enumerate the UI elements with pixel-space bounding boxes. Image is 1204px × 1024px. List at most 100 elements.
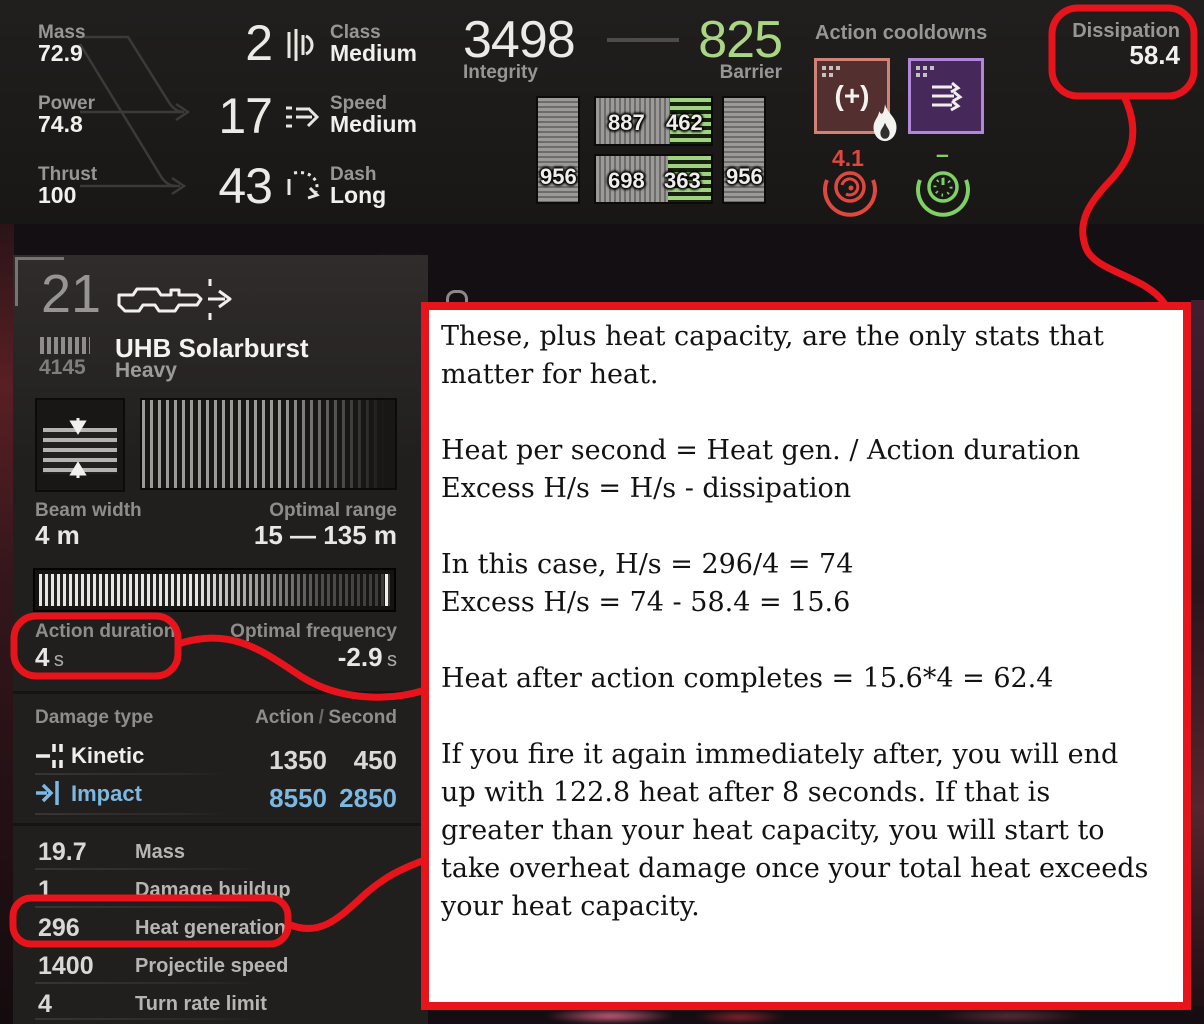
damage-header-separator: / (318, 707, 324, 728)
dash-rating: Long (330, 182, 387, 208)
annotation-paragraph: Heat after action completes = 15.6*4 = 6… (441, 663, 1054, 694)
action-slot-secondary-button[interactable] (908, 58, 984, 134)
armor-bar-left-value: 956 (540, 164, 577, 189)
duration-bar-stripes (39, 574, 390, 606)
damage-action-header: Action (255, 707, 315, 728)
damage-second-header: Second (328, 707, 397, 728)
stat-value: 1400 (38, 952, 94, 980)
row-underline (35, 1018, 260, 1020)
optimal-range-label: Optimal range (269, 500, 397, 521)
stat-value: 19.7 (38, 838, 87, 866)
weapon-slot-number: 21 (41, 264, 102, 324)
stat-label: Mass (135, 841, 186, 863)
action-duration-label: Action duration (35, 621, 176, 642)
dash-icon (287, 171, 320, 200)
panel-corner-bracket (15, 257, 64, 306)
scene-red-glow (695, 1010, 785, 1024)
top-stats-bar: Mass 72.9 Power 74.8 Thrust 100 2 Class … (0, 0, 1204, 224)
ammo-count: 4145 (39, 356, 86, 379)
class-rating: Medium (330, 40, 417, 66)
cooldown-secondary-value: – (936, 141, 949, 167)
barrier-hatch (668, 156, 711, 202)
row-underline (35, 982, 260, 984)
row-underline (35, 868, 260, 870)
class-icon (287, 29, 314, 61)
impact-second-value: 2850 (339, 783, 397, 813)
beam-width-label: Beam width (35, 500, 142, 521)
weapon-silhouette-icon (117, 279, 232, 320)
action-duration-bar (33, 568, 396, 612)
mass-label: Mass (38, 22, 86, 43)
stat-value-heat-generation: 296 (38, 914, 80, 942)
optimal-range-viz (140, 398, 397, 490)
action-cooldowns-label: Action cooldowns (815, 22, 988, 44)
occluded-ui-glyph (446, 290, 468, 305)
speed-value: 17 (218, 88, 273, 144)
armor-bar-top-green-value: 462 (666, 110, 703, 135)
armor-bar-bottom (594, 154, 713, 204)
optimal-frequency-number: -2.9 (337, 642, 383, 672)
integrity-barrier-divider (607, 38, 679, 42)
armor-bar-top (594, 96, 713, 146)
damage-type-header: Damage type (35, 707, 154, 728)
annotation-paragraph: If you fire it again immediately after, … (441, 739, 1149, 922)
optimal-frequency-unit: s (387, 649, 397, 671)
kinetic-action-value: 1350 (269, 745, 327, 775)
scene-bottom-strip (415, 1006, 1204, 1024)
stat-label: Damage buildup (135, 879, 291, 901)
kinetic-second-value: 450 (353, 745, 397, 775)
speed-rating: Medium (330, 111, 417, 137)
scene-right-sliver (1191, 300, 1204, 1024)
thrust-value: 100 (38, 182, 77, 208)
action-slot-primary-button[interactable]: (+) (814, 58, 890, 134)
stat-value: 1 (38, 876, 52, 904)
speed-icon (286, 106, 320, 128)
optimal-frequency-label: Optimal frequency (230, 621, 397, 642)
dissipation-value: 58.4 (1129, 40, 1180, 70)
impact-label: Impact (71, 781, 142, 806)
section-divider (13, 691, 428, 694)
power-label: Power (38, 93, 96, 114)
dash-label: Dash (330, 164, 377, 185)
flame-icon (873, 104, 897, 142)
stat-label: Projectile speed (135, 955, 289, 977)
beam-converge-arrows-icon (69, 418, 87, 478)
barrier-label: Barrier (719, 62, 782, 83)
barrier-hatch (670, 98, 711, 144)
annotation-paragraph: These, plus heat capacity, are the only … (441, 321, 1104, 390)
armor-bar-bottom-green-value: 363 (664, 168, 701, 193)
stat-flow-arrows-icon (78, 35, 191, 196)
scene-pink-glow (545, 1008, 675, 1024)
weapon-panel: 21 4145 UHB Solarburst Heavy Beam width … (13, 255, 428, 1024)
action-duration-unit: s (53, 649, 64, 671)
action-duration-number: 4 (35, 642, 50, 672)
class-value: 2 (245, 15, 273, 71)
annotation-paragraph: Heat per second = Heat gen. / Action dur… (441, 435, 1081, 504)
action-duration-value: 4 s (35, 642, 64, 673)
armor-bar-right (722, 96, 766, 204)
beam-width-value: 4 m (35, 520, 80, 550)
cooldown-primary-value: 4.1 (832, 145, 864, 171)
magazine-icon (40, 337, 90, 354)
mass-value: 72.9 (38, 40, 83, 66)
kinetic-icon (36, 744, 63, 768)
duration-bar-end-tick (385, 574, 388, 606)
row-underline (35, 944, 260, 946)
annotation-text-box: These, plus heat capacity, are the only … (421, 302, 1191, 1010)
power-value: 74.8 (38, 111, 83, 137)
thrust-label: Thrust (38, 164, 98, 185)
weapon-name: UHB Solarburst (115, 333, 309, 363)
cooldown-primary-gauge-icon (823, 171, 877, 217)
kinetic-label: Kinetic (71, 743, 145, 768)
armor-bar-left (536, 96, 580, 204)
section-divider (13, 823, 428, 826)
triple-arrow-icon (932, 81, 963, 112)
row-underline (35, 773, 225, 775)
scene-red-glow (935, 1008, 1085, 1024)
scene-left-sliver (0, 224, 14, 1024)
optimal-frequency-value: -2.9 s (197, 642, 397, 673)
stat-value: 4 (38, 990, 52, 1018)
plus-parens-icon: (+) (834, 80, 870, 111)
row-underline (35, 906, 260, 908)
